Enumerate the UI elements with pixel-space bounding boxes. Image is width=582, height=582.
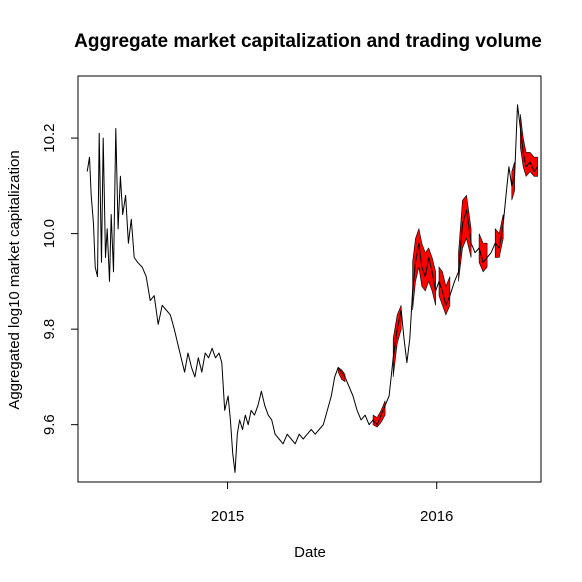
volume-band-6 bbox=[478, 233, 488, 273]
volume-band-4 bbox=[438, 266, 451, 316]
volume-band-5 bbox=[458, 194, 472, 282]
y-tick-label: 9.8 bbox=[41, 319, 58, 340]
volume-band-1 bbox=[372, 400, 386, 428]
x-axis-label: Date bbox=[294, 544, 326, 561]
volume-band-2 bbox=[392, 305, 402, 377]
volume-band-9 bbox=[520, 114, 538, 177]
chart-title: Aggregate market capitalization and trad… bbox=[74, 31, 542, 52]
market-cap-line bbox=[86, 104, 539, 473]
y-tick-label: 9.6 bbox=[41, 414, 58, 435]
y-axis-label: Aggregated log10 market capitalization bbox=[6, 150, 23, 409]
volume-band-0 bbox=[337, 366, 346, 383]
series-lines bbox=[86, 104, 539, 473]
y-tick-label: 10.2 bbox=[41, 123, 58, 152]
plot-frame bbox=[77, 75, 542, 483]
volume-band-3 bbox=[412, 227, 436, 311]
x-axis: 2015 2016 bbox=[211, 481, 453, 525]
volume-bands bbox=[337, 114, 538, 428]
volume-band-7 bbox=[494, 214, 504, 258]
y-tick-label: 10.0 bbox=[41, 219, 58, 248]
x-tick-label: 2015 bbox=[211, 508, 244, 525]
y-axis: 9.6 9.8 10.0 10.2 bbox=[41, 123, 79, 435]
x-tick-label: 2016 bbox=[420, 508, 453, 525]
